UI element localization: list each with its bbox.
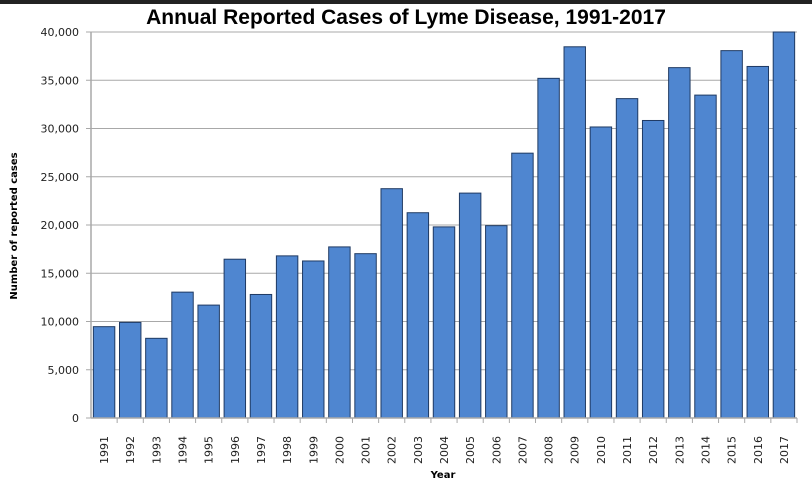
bar-2008 — [537, 77, 560, 419]
bar-1994 — [171, 291, 194, 419]
x-tick-label: 2001 — [360, 436, 373, 464]
x-tick-label: 2013 — [673, 436, 686, 464]
x-tick-label: 2017 — [778, 436, 791, 464]
x-tick-label: 1996 — [229, 436, 242, 464]
bar-2015 — [720, 50, 743, 419]
y-tick-label: 40,000 — [41, 26, 80, 39]
bar-2017 — [772, 31, 796, 419]
bar-2007 — [511, 152, 534, 419]
bar-1998 — [275, 255, 299, 419]
y-tick-label: 25,000 — [41, 171, 80, 184]
x-tick-label: 2008 — [543, 436, 556, 464]
bar-2004 — [432, 226, 456, 419]
x-tick-label: 2009 — [569, 436, 582, 464]
x-axis-label: Year — [430, 470, 456, 481]
y-tick-label: 35,000 — [41, 74, 80, 87]
x-tick-label: 1993 — [150, 436, 163, 464]
window-top-bar — [0, 0, 812, 4]
y-tick-label: 10,000 — [41, 316, 80, 329]
bar-2011 — [615, 98, 639, 419]
y-tick-label: 0 — [72, 412, 79, 425]
x-tick-label: 2014 — [699, 436, 712, 464]
x-tick-label: 2011 — [621, 436, 634, 464]
x-tick-label: 2003 — [412, 436, 425, 464]
bar-2009 — [563, 46, 586, 419]
x-tick-label: 1992 — [124, 436, 137, 464]
x-tick-label: 1994 — [177, 436, 190, 464]
x-tick-label: 1998 — [281, 436, 294, 464]
bar-1999 — [302, 260, 325, 419]
y-axis-label: Number of reported cases — [9, 152, 20, 299]
x-tick-label: 2005 — [464, 436, 477, 464]
bar-1993 — [145, 337, 168, 419]
bar-2003 — [406, 212, 430, 419]
x-tick-label: 2015 — [726, 436, 739, 464]
bar-2013 — [668, 67, 691, 419]
x-tick-label: 2016 — [752, 436, 765, 464]
y-tick-label: 20,000 — [41, 219, 80, 232]
bar-1991 — [92, 326, 116, 419]
bar-2016 — [746, 65, 769, 419]
x-tick-label: 2006 — [490, 436, 503, 464]
x-tick-label: 1999 — [307, 436, 320, 464]
x-tick-label: 2002 — [386, 436, 399, 464]
x-tick-label: 2004 — [438, 436, 451, 464]
x-tick-label: 2007 — [516, 436, 529, 464]
x-tick-label: 1991 — [98, 436, 111, 464]
x-tick-label: 2000 — [333, 436, 346, 464]
x-tick-label: 2012 — [647, 436, 660, 464]
chart-title: Annual Reported Cases of Lyme Disease, 1… — [146, 6, 666, 29]
bar-2002 — [380, 188, 403, 419]
bar-1997 — [249, 293, 273, 419]
bar-2014 — [694, 94, 717, 419]
bar-2000 — [328, 246, 351, 419]
y-tick-label: 15,000 — [41, 267, 80, 280]
y-tick-label: 5,000 — [48, 364, 80, 377]
x-tick-label: 1995 — [203, 436, 216, 464]
x-tick-label: 2010 — [595, 436, 608, 464]
bar-1996 — [223, 258, 247, 419]
bar-1992 — [119, 321, 142, 419]
x-tick-label: 1997 — [255, 436, 268, 464]
bar-2010 — [589, 126, 613, 419]
bar-1995 — [197, 304, 220, 419]
bar-2001 — [354, 253, 377, 419]
y-tick-label: 30,000 — [41, 123, 80, 136]
bar-2005 — [458, 192, 482, 419]
bar-2012 — [641, 119, 665, 419]
bar-2006 — [485, 225, 508, 419]
